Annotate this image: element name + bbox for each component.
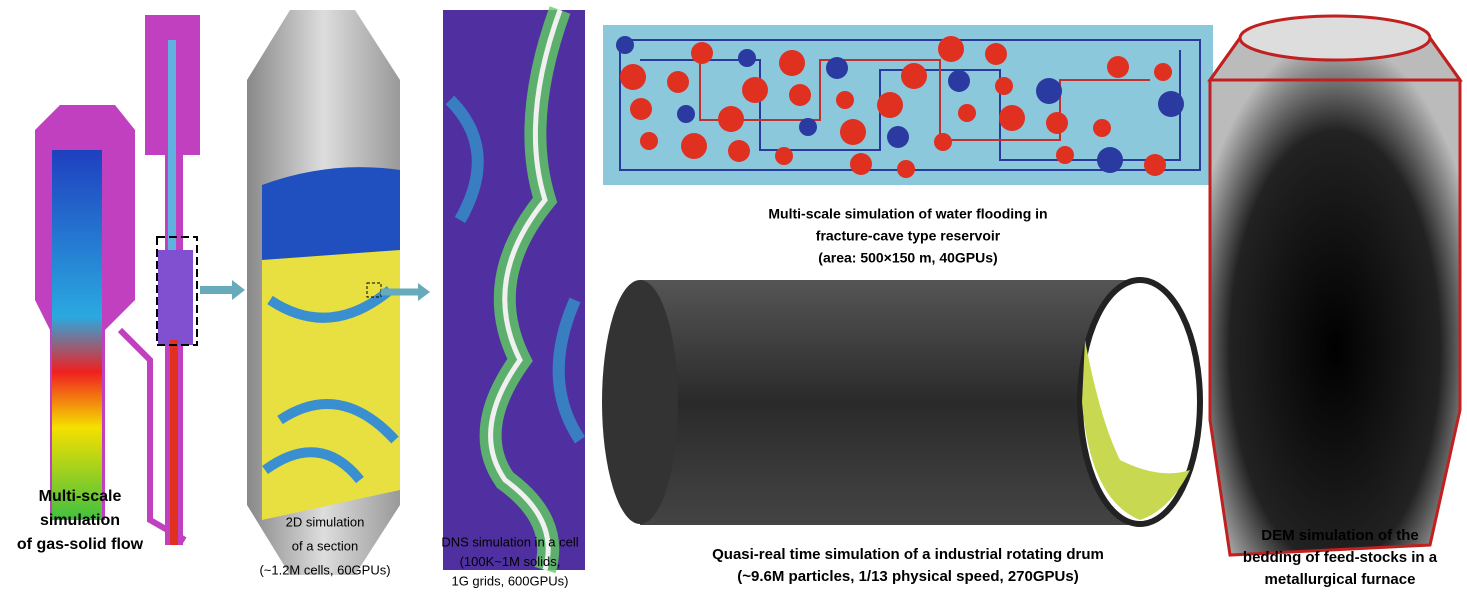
caption: Quasi-real time simulation of a industri…	[712, 546, 1104, 563]
cave	[938, 36, 964, 62]
cave	[667, 71, 689, 93]
cave	[616, 36, 634, 54]
cave	[897, 160, 915, 178]
cave	[850, 153, 872, 175]
cave	[995, 77, 1013, 95]
reactor-image	[35, 15, 245, 545]
cave	[1158, 91, 1184, 117]
caption: 2D simulation	[286, 514, 365, 529]
cave	[718, 106, 744, 132]
reservoir-image	[603, 25, 1213, 185]
cave	[934, 133, 952, 151]
caption: Multi-scale	[39, 488, 122, 505]
caption: (~9.6M particles, 1/13 physical speed, 2…	[737, 568, 1078, 585]
cave	[958, 104, 976, 122]
cave	[738, 49, 756, 67]
drum-image	[602, 280, 1200, 525]
caption: (~1.2M cells, 60GPUs)	[259, 562, 390, 577]
cave	[691, 42, 713, 64]
caption: DNS simulation in a cell	[441, 534, 578, 549]
cave	[1036, 78, 1062, 104]
caption: of gas-solid flow	[17, 536, 144, 553]
cave	[1056, 146, 1074, 164]
cave	[1097, 147, 1123, 173]
vessel-image	[247, 10, 430, 575]
cave	[901, 63, 927, 89]
caption: (100K~1M solids,	[460, 554, 561, 569]
caption: simulation	[40, 512, 120, 529]
cave	[1093, 119, 1111, 137]
caption: metallurgical furnace	[1265, 571, 1416, 588]
cave	[948, 70, 970, 92]
cave	[1144, 154, 1166, 176]
cave	[728, 140, 750, 162]
caption: (area: 500×150 m, 40GPUs)	[818, 250, 997, 266]
figure: Multi-scale simulation of gas-solid flow 2D…	[0, 0, 1467, 592]
cave	[677, 105, 695, 123]
cave	[630, 98, 652, 120]
caption: of a section	[292, 538, 359, 553]
cave	[742, 77, 768, 103]
cave	[887, 126, 909, 148]
cave	[1107, 56, 1129, 78]
cave	[775, 147, 793, 165]
cave	[1046, 112, 1068, 134]
cave	[799, 118, 817, 136]
furnace-image	[1210, 16, 1460, 555]
cave	[620, 64, 646, 90]
caption: DEM simulation of the	[1261, 527, 1419, 544]
cave	[779, 50, 805, 76]
cave	[999, 105, 1025, 131]
cave	[840, 119, 866, 145]
cave	[681, 133, 707, 159]
cave	[1154, 63, 1172, 81]
cave	[836, 91, 854, 109]
dns-image	[443, 10, 585, 570]
cave	[640, 132, 658, 150]
cave	[877, 92, 903, 118]
caption: fracture-cave type reservoir	[816, 228, 1001, 244]
caption: bedding of feed-stocks in a	[1243, 549, 1438, 566]
caption: 1G grids, 600GPUs)	[451, 573, 568, 588]
caption: Multi-scale simulation of water flooding…	[768, 206, 1047, 222]
cave	[826, 57, 848, 79]
cave	[789, 84, 811, 106]
cave	[985, 43, 1007, 65]
